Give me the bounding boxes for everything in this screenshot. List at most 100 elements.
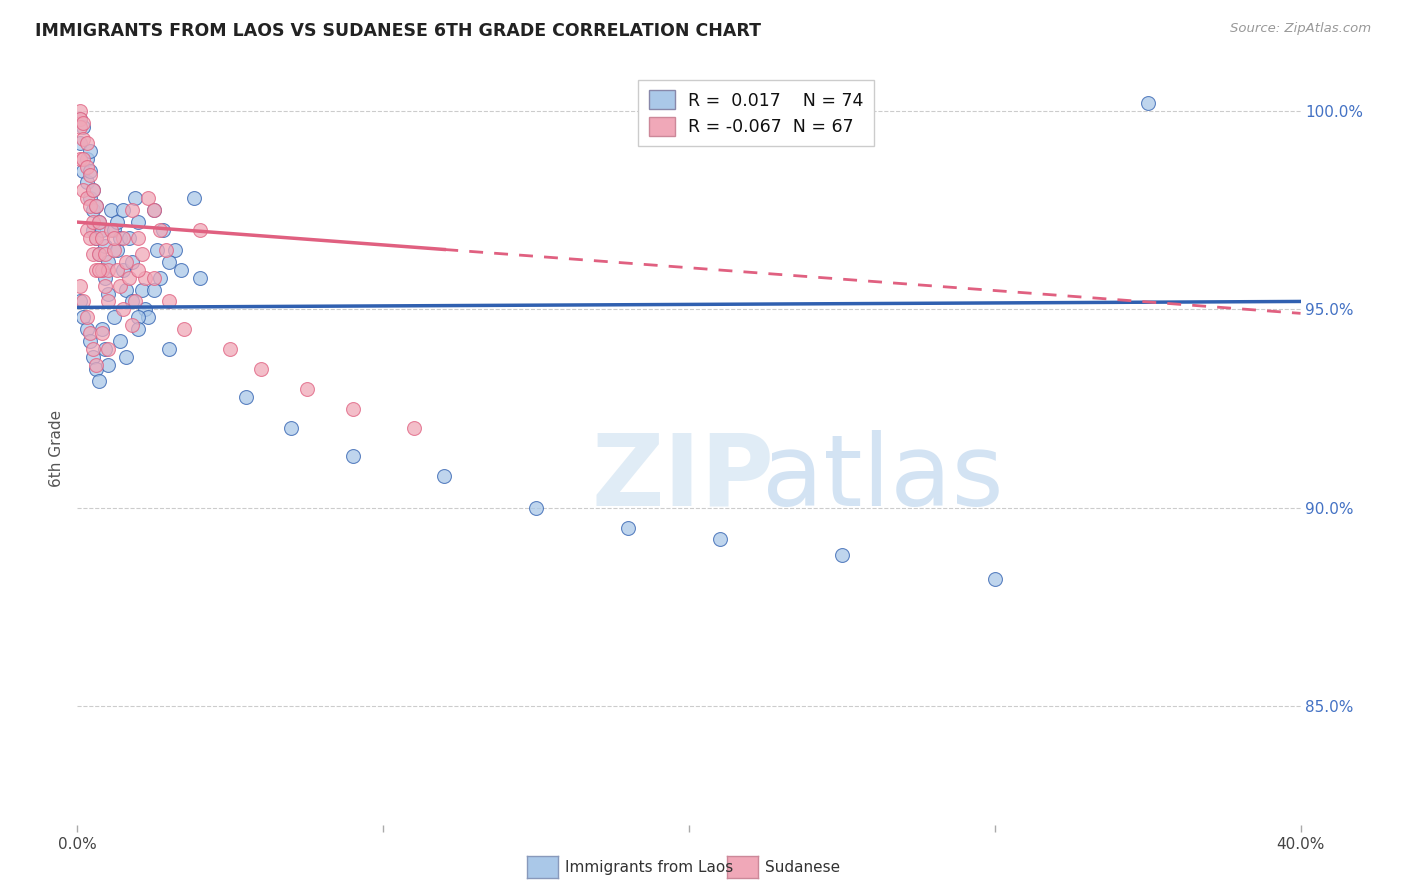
Point [69,103,91,118]
Point [79,168,101,182]
Point [79,163,101,178]
Point [72,132,94,146]
Point [115,350,138,364]
Point [84,231,107,245]
Point [79,334,101,348]
Point [72,183,94,197]
Point [94,239,117,253]
Point [87,215,110,229]
Point [97,358,120,372]
Point [131,247,153,261]
Point [170,262,193,277]
Point [115,283,138,297]
Point [617,520,640,534]
Point [188,223,211,237]
Point [342,401,364,416]
Point [82,183,104,197]
Point [76,136,98,150]
Point [79,199,101,213]
Point [112,231,135,245]
Point [72,294,94,309]
Point [90,326,112,341]
Point [280,421,302,435]
Point [134,302,156,317]
Point [149,223,172,237]
Point [142,283,165,297]
Point [121,254,143,268]
Point [173,322,195,336]
Point [76,223,98,237]
Point [69,112,91,126]
Text: ZIP: ZIP [591,430,773,527]
Point [105,243,128,257]
Point [235,390,257,404]
Y-axis label: 6th Grade: 6th Grade [49,409,65,487]
Point [108,334,131,348]
Point [142,203,165,218]
Point [100,203,122,218]
Point [183,191,205,205]
Point [157,254,180,268]
Point [124,294,146,309]
Text: atlas: atlas [762,430,1004,527]
Point [105,215,128,229]
Point [103,310,125,325]
Point [142,203,165,218]
Point [87,247,110,261]
Point [152,223,174,237]
Point [524,500,547,515]
Point [134,270,156,285]
Point [84,231,107,245]
Point [118,231,141,245]
Point [69,278,91,293]
Point [127,310,149,325]
Point [84,262,107,277]
Point [79,231,101,245]
Point [84,199,107,213]
Point [149,270,172,285]
Point [342,449,364,463]
Point [76,160,98,174]
Point [90,322,112,336]
Point [90,262,112,277]
Point [121,318,143,333]
Point [72,152,94,166]
Point [69,294,91,309]
Point [188,270,211,285]
Point [84,362,107,376]
Point [72,116,94,130]
Point [124,191,146,205]
Point [76,191,98,205]
Text: IMMIGRANTS FROM LAOS VS SUDANESE 6TH GRADE CORRELATION CHART: IMMIGRANTS FROM LAOS VS SUDANESE 6TH GRA… [35,22,761,40]
Point [82,183,104,197]
Point [108,278,131,293]
Point [709,533,731,547]
Point [76,322,98,336]
Point [1136,96,1159,111]
Point [127,231,149,245]
Point [87,215,110,229]
Point [76,310,98,325]
Point [90,223,112,237]
Point [146,243,169,257]
Text: Immigrants from Laos: Immigrants from Laos [565,861,734,875]
Point [69,152,91,166]
Point [127,322,149,336]
Point [87,247,110,261]
Point [157,342,180,356]
Point [112,302,135,317]
Point [108,231,131,245]
Point [69,120,91,134]
Point [103,243,125,257]
Point [82,350,104,364]
Point [136,310,159,325]
Point [984,572,1007,586]
Point [157,294,180,309]
Point [433,469,456,483]
Point [97,254,120,268]
Point [121,203,143,218]
Point [831,549,853,563]
Point [112,262,135,277]
Point [87,374,110,388]
Text: Sudanese: Sudanese [765,861,839,875]
